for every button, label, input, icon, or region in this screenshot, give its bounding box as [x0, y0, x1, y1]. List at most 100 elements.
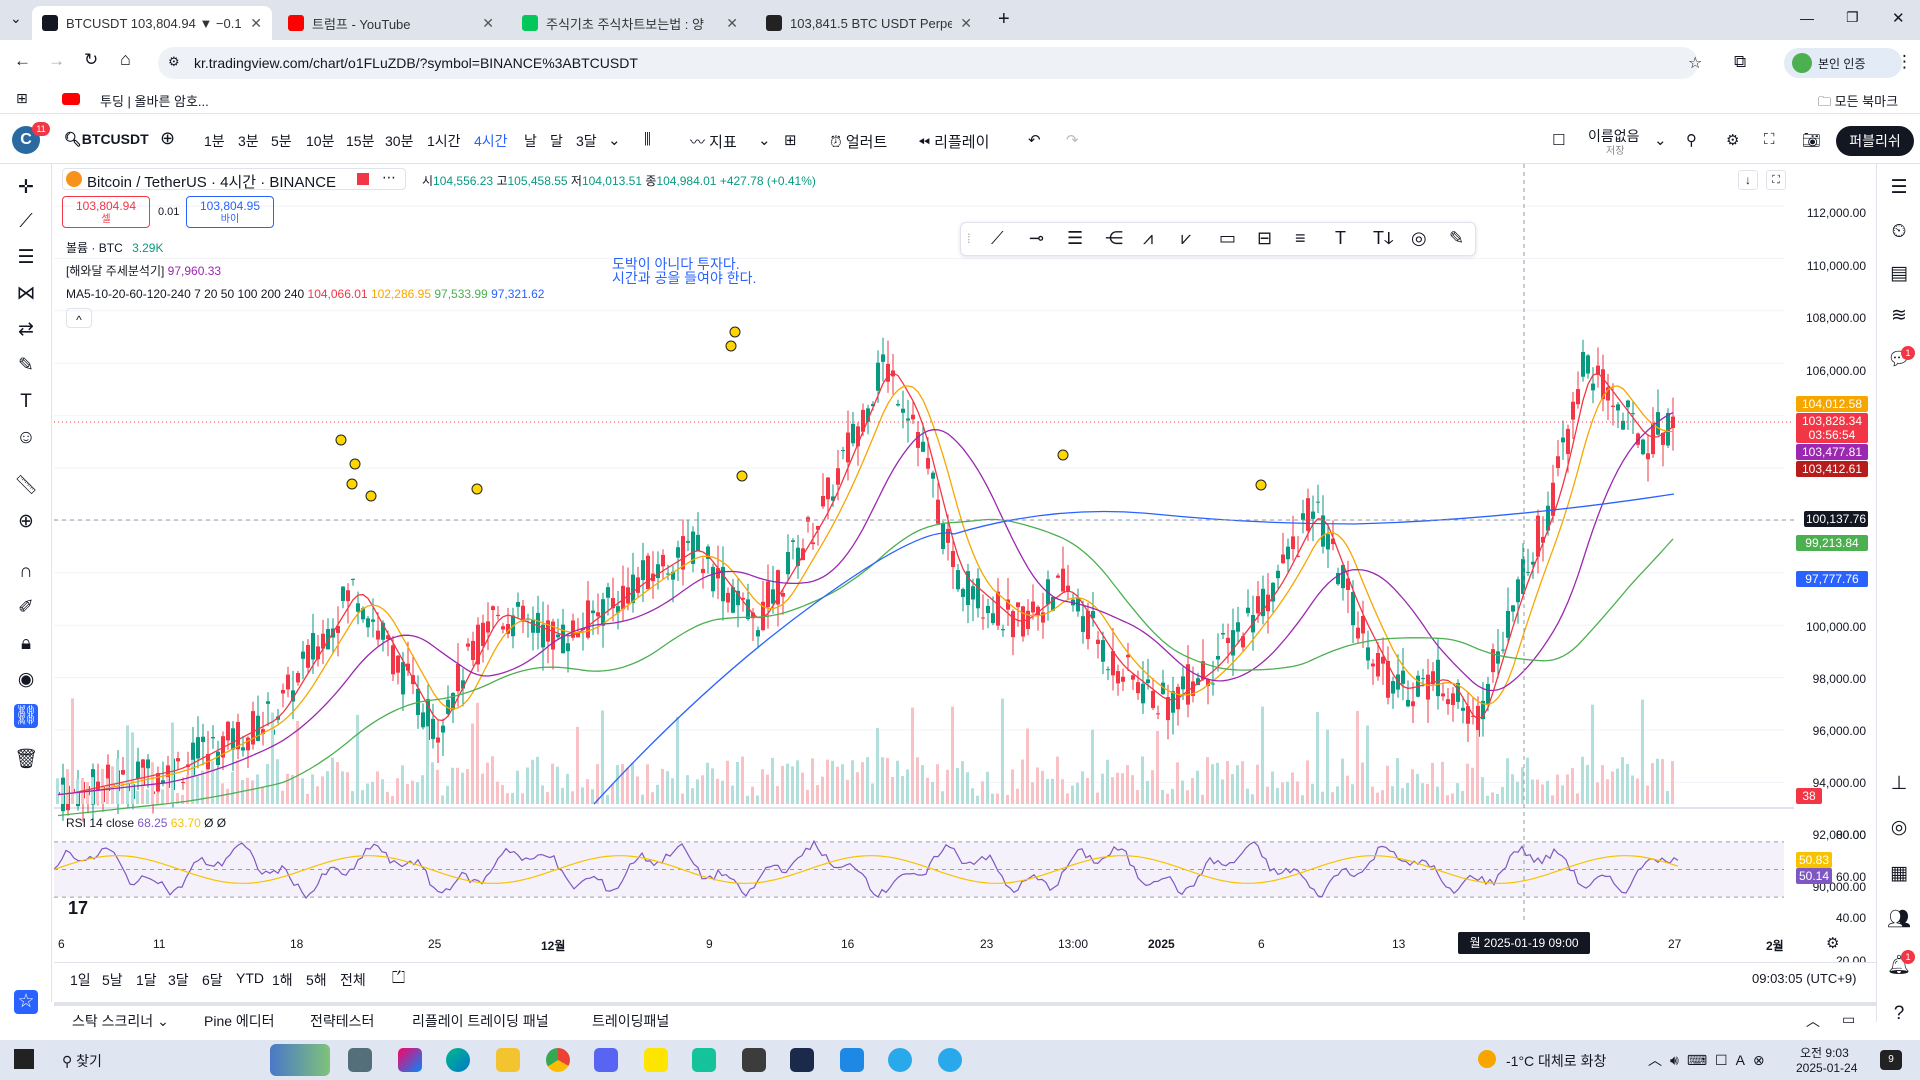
camera-icon[interactable]: 📷︎ — [1802, 132, 1822, 149]
indicators-dropdown-icon[interactable]: ⌄ — [758, 132, 771, 149]
target-icon[interactable]: ◎ — [1890, 817, 1908, 838]
rsi-legend[interactable]: RSI 14 close 68.25 63.70 Ø Ø — [66, 816, 226, 830]
position-tool-icon[interactable]: ≡ — [1295, 228, 1306, 248]
timeframe-5[interactable]: 30분 — [385, 133, 414, 149]
line-tool-icon[interactable]: ⟋ — [991, 228, 1004, 248]
all-bookmarks[interactable]: 🗀 모든 북마크 — [1818, 91, 1898, 115]
windows-start-icon[interactable] — [14, 1049, 34, 1069]
drawing-tool-icon[interactable]: ⊥ — [1890, 773, 1908, 794]
fib-icon[interactable]: ☰ — [17, 247, 35, 268]
tab-tradingview[interactable]: BTCUSDT 103,804.94 ▼ −0.1% ✕ — [32, 6, 272, 40]
chrome-icon[interactable] — [546, 1048, 570, 1072]
magnet-icon[interactable]: ∩ — [19, 561, 33, 582]
timeframe-4[interactable]: 15분 — [346, 133, 375, 149]
new-tab-button[interactable]: + — [998, 8, 1010, 30]
crosshair-icon[interactable]: ✛ — [18, 177, 34, 198]
copilot-icon[interactable] — [398, 1048, 422, 1072]
expand-panel-icon[interactable]: ︿ — [1806, 1013, 1820, 1029]
forward-icon[interactable]: → — [48, 51, 65, 70]
panel-screener[interactable]: 스탁 스크리너 ⌄ — [72, 1011, 169, 1031]
tray-icons[interactable]: ︿🔊︎⌨☐A⊗ — [1648, 1052, 1773, 1068]
buy-button[interactable]: 103,804.95 바이 — [186, 196, 274, 228]
ma-legend[interactable]: MA5-10-20-60-120-240 7 20 50 100 200 240… — [66, 287, 544, 301]
url-text[interactable]: kr.tradingview.com/chart/o1FLuZDB/?symbo… — [194, 55, 638, 71]
timeframe-9[interactable]: 달 — [550, 133, 563, 149]
clock[interactable]: 09:03:05 (UTC+9) — [1752, 971, 1857, 986]
apps-icon[interactable]: ⊞ — [16, 90, 28, 106]
timeframe-1[interactable]: 3분 — [238, 133, 259, 149]
panel-trading[interactable]: 트레이딩패널 — [592, 1011, 669, 1031]
minimize-icon[interactable]: — — [1800, 10, 1814, 26]
redo-icon[interactable]: ↷ — [1066, 132, 1079, 149]
range-0[interactable]: 1일 — [70, 972, 91, 988]
date-range-icon[interactable]: ⏍ — [392, 968, 405, 987]
collapse-legend-button[interactable]: ^ — [66, 308, 92, 328]
undo-icon[interactable]: ↶ — [1028, 132, 1041, 149]
channel-tool-icon[interactable]: ☰ — [1067, 228, 1084, 248]
alerts-button[interactable]: ⏰︎ 얼러트 — [830, 131, 887, 152]
more-icon[interactable]: ⋯ — [382, 169, 396, 185]
close-icon[interactable]: ✕ — [960, 14, 972, 31]
range-7[interactable]: 5해 — [306, 972, 327, 988]
close-icon[interactable]: ✕ — [250, 14, 262, 31]
legend-title[interactable]: Bitcoin / TetherUS · 4시간 · BINANCE — [87, 174, 337, 191]
brush-icon[interactable]: ✎ — [18, 355, 34, 376]
edge-icon[interactable] — [446, 1048, 470, 1072]
chart-type-icon[interactable]: ⫼ — [644, 131, 651, 148]
menu-icon[interactable]: ⋮ — [1896, 52, 1913, 71]
layout-dropdown-icon[interactable]: ⌄ — [1654, 132, 1667, 149]
range-4[interactable]: 6달 — [202, 972, 223, 988]
tab-youtube[interactable]: 트럼프 - YouTube ✕ — [278, 6, 504, 40]
trash-icon[interactable]: 🗑︎ — [14, 749, 39, 770]
chart-pane[interactable] — [54, 164, 1794, 924]
timeframe-0[interactable]: 1분 — [204, 133, 225, 149]
finance-app-icon[interactable] — [790, 1048, 814, 1072]
layout-icon[interactable]: ☐ — [1552, 132, 1566, 149]
bookmark-item[interactable]: 투딩 | 올바른 암호... — [100, 91, 209, 110]
annotation-line-2[interactable]: 시간과 공을 들여야 한다. — [612, 270, 757, 286]
network-app-icon[interactable] — [840, 1048, 864, 1072]
layers-icon[interactable]: ≋ — [1891, 305, 1907, 326]
link-icon[interactable]: ⛓ — [14, 704, 39, 728]
site-info-icon[interactable]: ⚙ — [168, 54, 180, 69]
range-1[interactable]: 5날 — [102, 972, 123, 988]
brush-tool-icon[interactable]: ✎ — [1449, 228, 1465, 248]
watchlist-icon[interactable]: ☰ — [1890, 177, 1908, 198]
task-view-icon[interactable] — [348, 1048, 372, 1072]
range-8[interactable]: 전체 — [340, 972, 366, 988]
panel-strategy-tester[interactable]: 전략테스터 — [310, 1011, 374, 1031]
url-field[interactable]: ⚙ kr.tradingview.com/chart/o1FLuZDB/?sym… — [158, 47, 1702, 79]
pattern-icon[interactable]: ⋈ — [16, 283, 36, 304]
pattern-tool-icon[interactable]: ⩘ — [1143, 228, 1154, 248]
maximize-icon[interactable]: ❐ — [1846, 9, 1859, 25]
volume-legend[interactable]: 볼륨 · BTC 3.29K — [66, 239, 163, 256]
nvidia-icon[interactable] — [742, 1048, 766, 1072]
scroll-down-icon[interactable]: ↓ — [1738, 170, 1758, 190]
discord-icon[interactable] — [594, 1048, 618, 1072]
drag-handle-icon[interactable]: ⁞ — [967, 231, 971, 246]
youtube-bookmark-icon[interactable] — [62, 93, 80, 105]
flag-icon[interactable] — [357, 173, 369, 185]
interval-dropdown-icon[interactable]: ⌄ — [608, 132, 621, 149]
kakaotalk-icon[interactable] — [644, 1048, 668, 1072]
back-icon[interactable]: ← — [14, 51, 31, 70]
reload-icon[interactable]: ↻ — [84, 50, 99, 69]
telegram-icon[interactable] — [888, 1048, 912, 1072]
rectangle-tool-icon[interactable]: ▭ — [1219, 228, 1237, 248]
calendar-icon[interactable]: ▦ — [1890, 863, 1908, 884]
favorites-icon[interactable]: ☆ — [14, 990, 38, 1014]
close-icon[interactable]: ✕ — [482, 14, 494, 31]
timeframe-3[interactable]: 10분 — [306, 133, 335, 149]
symbol-legend[interactable] — [62, 168, 406, 190]
explorer-icon[interactable] — [496, 1048, 520, 1072]
data-window-icon[interactable]: ▤ — [1890, 263, 1908, 284]
sell-button[interactable]: 103,804.94 셀 — [62, 196, 150, 228]
symbol-search[interactable]: 🔍︎BTCUSDT — [64, 131, 149, 148]
close-icon[interactable]: ✕ — [726, 14, 738, 31]
telegram-2-icon[interactable] — [938, 1048, 962, 1072]
range-5[interactable]: YTD — [236, 970, 264, 986]
lock-drawing-icon[interactable]: ✐ — [18, 597, 34, 618]
indicators-button[interactable]: 〰 지표 — [690, 131, 737, 152]
ray-tool-icon[interactable]: ⊸ — [1029, 228, 1045, 248]
eye-icon[interactable]: ◉ — [17, 669, 35, 690]
